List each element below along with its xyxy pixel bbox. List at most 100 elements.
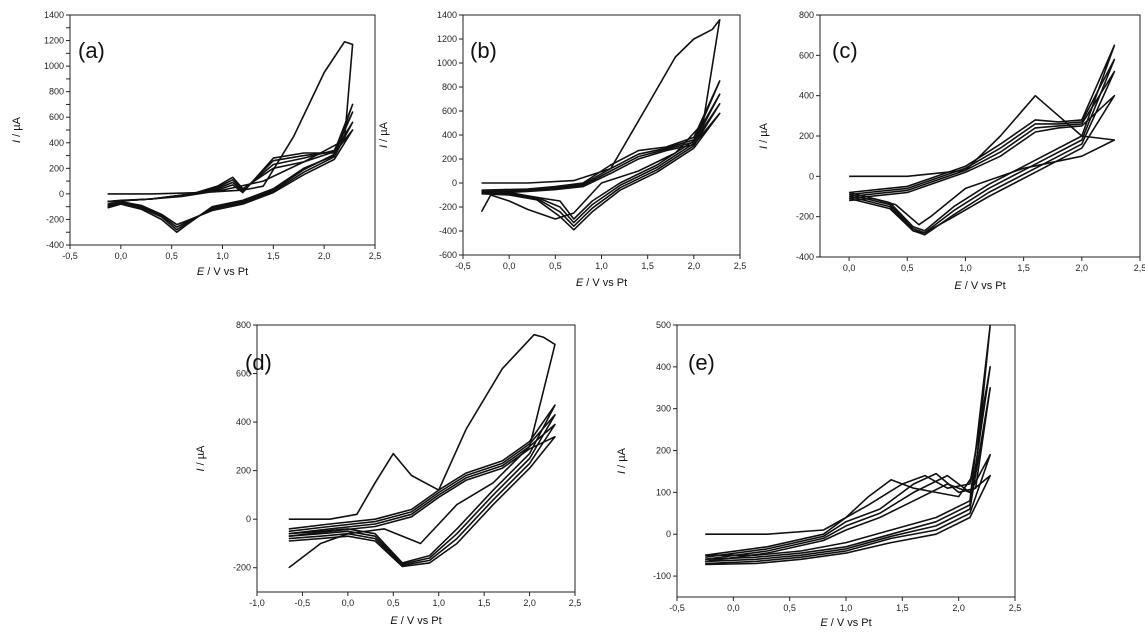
series-line-5 <box>705 474 991 566</box>
x-tick-label: 1,5 <box>1017 263 1030 273</box>
y-tick-label: 600 <box>49 112 64 122</box>
y-tick-label: 600 <box>236 369 251 379</box>
panel-b: -0,5 0,0 0,5 1,0 1,5 2,0 2,5 -600 -400 -200 0 200 40… <box>378 10 746 289</box>
y-tick-label: -200 <box>46 214 64 224</box>
y-axis-label: I / µA <box>378 121 390 148</box>
y-tick-label: 200 <box>656 446 671 456</box>
y-tick-label: 0 <box>452 178 457 188</box>
y-tick-label: -200 <box>796 212 814 222</box>
y-tick-label: -100 <box>653 571 671 581</box>
series-line-4 <box>705 453 991 565</box>
panel-label: (d) <box>245 350 272 375</box>
x-tick-label: 1,0 <box>840 603 853 613</box>
y-tick-label: 1200 <box>44 36 64 46</box>
x-tick-label: 2,5 <box>369 251 382 261</box>
y-tick-label: 100 <box>656 487 671 497</box>
y-tick-label: 1200 <box>437 34 457 44</box>
x-tick-label: 0,0 <box>727 603 740 613</box>
y-tick-label: 600 <box>799 50 814 60</box>
x-tick-label: 0,0 <box>843 263 856 273</box>
series-line-4 <box>107 121 354 228</box>
series-group <box>480 19 721 231</box>
y-tick-label: 1000 <box>44 61 64 71</box>
y-tick-label: 400 <box>442 130 457 140</box>
panel-label: (c) <box>832 38 858 63</box>
x-tick-label: -0,5 <box>455 261 471 271</box>
series-line-5 <box>107 129 354 226</box>
y-tick-label: 400 <box>236 417 251 427</box>
series-line-3 <box>288 414 556 565</box>
x-tick-label: 1,0 <box>595 261 608 271</box>
panel-label: (b) <box>470 38 497 63</box>
panel-c: 0,0 0,5 1,0 1,5 2,0 2,5 -400 -200 0 200 400 600 800 (… <box>758 10 1145 292</box>
y-tick-label: 400 <box>656 362 671 372</box>
x-tick-label: -0,5 <box>62 251 78 261</box>
x-tick-label: 2,5 <box>734 261 747 271</box>
y-tick-label: 1400 <box>437 10 457 20</box>
x-tick-label: 1,5 <box>896 603 909 613</box>
x-tick-label: 0,5 <box>901 263 914 273</box>
x-tick-label: 1,0 <box>959 263 972 273</box>
series-line-3 <box>481 93 721 224</box>
x-tick-label: 2,0 <box>318 251 331 261</box>
y-tick-label: 1000 <box>437 58 457 68</box>
series-line-1 <box>288 333 556 569</box>
y-tick-label: -400 <box>439 226 457 236</box>
series-line-2 <box>481 80 721 220</box>
series-group <box>848 44 1116 236</box>
series-line-5 <box>481 112 721 231</box>
x-tick-label: 2,5 <box>569 598 582 608</box>
y-axis-label: I / µA <box>616 447 628 474</box>
series-line-1 <box>849 94 1116 226</box>
series-line-3 <box>107 111 354 231</box>
x-tick-label: 2,5 <box>1134 263 1145 273</box>
x-tick-label: 2,0 <box>952 603 965 613</box>
x-axis-label: E / V vs Pt <box>576 277 627 289</box>
series-group <box>107 41 354 233</box>
y-tick-label: 200 <box>799 131 814 141</box>
x-tick-label: 2,0 <box>1076 263 1089 273</box>
x-tick-label: 0,5 <box>165 251 178 261</box>
y-tick-label: 0 <box>246 514 251 524</box>
y-tick-label: 800 <box>236 320 251 330</box>
y-tick-label: 600 <box>442 106 457 116</box>
x-tick-label: 1,0 <box>216 251 229 261</box>
series-line-2 <box>705 366 991 561</box>
y-tick-label: 0 <box>809 171 814 181</box>
y-tick-label: 200 <box>49 163 64 173</box>
series-line-2 <box>288 404 556 564</box>
series-line-4 <box>481 103 721 227</box>
y-axis-label: I / µA <box>195 445 207 472</box>
x-tick-label: 0,5 <box>387 598 400 608</box>
x-axis-label: E / V vs Pt <box>197 266 248 278</box>
series-line-4 <box>288 423 556 567</box>
x-tick-label: 0,0 <box>115 251 128 261</box>
y-tick-label: 800 <box>799 10 814 20</box>
x-tick-label: 2,0 <box>523 598 536 608</box>
y-tick-label: 400 <box>799 91 814 101</box>
y-tick-label: -400 <box>46 240 64 250</box>
panel-a: -0,5 0,0 0,5 1,0 1,5 2,0 2,5 -400 -200 0 200 400 600… <box>11 10 381 278</box>
y-tick-label: 500 <box>656 320 671 330</box>
plot-frame <box>256 324 576 593</box>
x-tick-label: -1,0 <box>249 598 265 608</box>
x-tick-label: 2,5 <box>1009 603 1022 613</box>
x-tick-label: 1,5 <box>478 598 491 608</box>
x-tick-label: 0,5 <box>783 603 796 613</box>
y-tick-label: 0 <box>59 189 64 199</box>
x-tick-label: 0,0 <box>342 598 355 608</box>
x-tick-label: -0,5 <box>669 603 685 613</box>
series-group <box>288 333 556 569</box>
series-line-3 <box>705 387 991 563</box>
y-tick-label: 200 <box>236 466 251 476</box>
y-tick-label: -200 <box>439 202 457 212</box>
y-tick-label: -600 <box>439 250 457 260</box>
x-tick-label: 0,0 <box>503 261 516 271</box>
y-tick-label: 800 <box>49 87 64 97</box>
series-line-4 <box>848 70 1116 236</box>
panel-d: -1,0 -0,5 0,0 0,5 1,0 1,5 2,0 2,5 -200 0 200 400 600… <box>195 320 581 627</box>
series-line-1 <box>107 41 354 203</box>
series-line-2 <box>848 44 1116 232</box>
series-line-3 <box>848 58 1116 234</box>
